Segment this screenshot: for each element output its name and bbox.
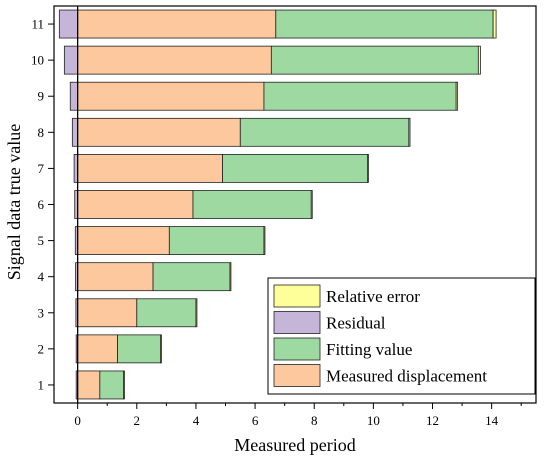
bar-relative-error-1 [123, 370, 125, 400]
bar-fitting-2 [117, 334, 161, 364]
y-tick-label-8: 8 [38, 125, 45, 140]
x-tick-label-0: 0 [74, 413, 81, 428]
x-tick-label-14: 14 [485, 413, 499, 428]
legend-label-1: Residual [326, 314, 386, 333]
bar-residual-11 [58, 9, 79, 39]
x-tick-label-8: 8 [311, 413, 318, 428]
y-tick-label-11: 11 [31, 17, 44, 32]
bar-measured-2 [77, 334, 118, 364]
x-tick-label-12: 12 [426, 413, 439, 428]
bar-measured-7 [77, 154, 223, 183]
bar-fitting-6 [192, 190, 312, 219]
bar-relative-error-6 [310, 190, 313, 219]
x-tick-label-10: 10 [367, 413, 380, 428]
bar-residual-8 [71, 117, 79, 147]
y-tick-label-1: 1 [38, 377, 45, 392]
x-axis-label: Measured period [234, 435, 355, 455]
y-tick-label-9: 9 [38, 89, 45, 104]
y-tick-label-7: 7 [38, 161, 45, 176]
y-tick-label-4: 4 [38, 269, 45, 284]
bar-measured-4 [77, 262, 154, 292]
bar-fitting-5 [168, 226, 265, 255]
legend-swatch-3 [273, 364, 321, 387]
bar-measured-9 [77, 81, 265, 111]
bar-fitting-10 [270, 45, 479, 75]
bar-measured-11 [77, 9, 277, 39]
bar-fitting-9 [263, 81, 457, 111]
bar-fitting-1 [99, 370, 124, 400]
bar-measured-3 [77, 298, 138, 328]
bar-relative-error-3 [195, 298, 198, 328]
bar-fitting-4 [152, 262, 231, 292]
y-tick-label-5: 5 [38, 233, 45, 248]
bar-fitting-8 [239, 117, 410, 147]
legend-swatch-2 [273, 337, 321, 361]
y-axis-label: Signal data true value [4, 124, 24, 280]
bar-fitting-7 [222, 154, 368, 183]
legend-label-0: Relative error [326, 287, 420, 306]
bars-layer [58, 9, 497, 400]
bar-relative-error-10 [477, 45, 481, 75]
bar-relative-error-4 [229, 262, 232, 292]
legend-label-3: Measured displacement [326, 367, 487, 386]
bar-relative-error-7 [367, 154, 369, 183]
bar-relative-error-2 [160, 334, 162, 364]
y-tick-label-2: 2 [38, 341, 45, 356]
x-tick-label-6: 6 [252, 413, 259, 428]
bar-measured-6 [77, 190, 194, 219]
y-tick-label-10: 10 [31, 53, 44, 68]
x-tick-label-2: 2 [134, 413, 141, 428]
legend-label-2: Fitting value [326, 340, 412, 359]
y-tick-label-3: 3 [38, 305, 45, 320]
y-tick-label-6: 6 [38, 197, 45, 212]
bar-residual-9 [69, 81, 79, 111]
bar-measured-10 [77, 45, 272, 75]
bar-relative-error-11 [492, 9, 497, 39]
bar-measured-1 [77, 370, 101, 400]
bar-relative-error-5 [263, 226, 266, 255]
bar-fitting-3 [136, 298, 197, 328]
legend: Relative error Residual Fitting value Measu… [267, 277, 536, 395]
bar-measured-8 [77, 117, 241, 147]
bar-relative-error-9 [455, 81, 459, 111]
bar-fitting-11 [275, 9, 494, 39]
bar-residual-10 [63, 45, 79, 75]
legend-swatch-0 [273, 284, 321, 308]
x-tick-label-4: 4 [193, 413, 200, 428]
bar-measured-5 [77, 226, 170, 255]
bar-relative-error-8 [408, 117, 411, 147]
legend-swatch-1 [273, 311, 321, 334]
